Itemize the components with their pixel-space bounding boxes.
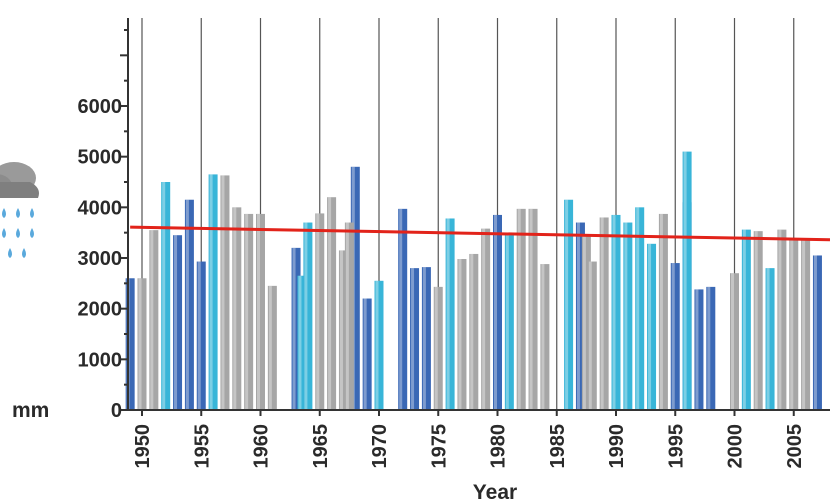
bar-highlight-1966 bbox=[328, 197, 331, 410]
bar-highlight-1964 bbox=[304, 223, 307, 410]
bar-highlight-1988 bbox=[589, 262, 592, 410]
bar-highlight-1967.5 bbox=[346, 223, 349, 410]
bar-highlight-1978 bbox=[470, 254, 473, 410]
bar-highlight-2000 bbox=[731, 273, 734, 410]
bar-highlight-1981 bbox=[506, 235, 509, 410]
y-axis: 0 1000 2000 3000 4000 5000 6000 bbox=[78, 18, 129, 422]
bar-highlight-1965 bbox=[316, 213, 319, 410]
bar-highlight-1957 bbox=[221, 175, 224, 410]
bar-highlight-1977 bbox=[458, 259, 461, 410]
bar-highlight-1979 bbox=[482, 229, 485, 410]
x-tick-label-1965: 1965 bbox=[310, 424, 332, 469]
y-tick-label-3000: 3000 bbox=[78, 248, 123, 270]
y-tick-label-4000: 4000 bbox=[78, 197, 123, 219]
bar-highlight-1995 bbox=[672, 263, 675, 410]
x-tick-label-1980: 1980 bbox=[488, 424, 510, 469]
bar-highlight-1998 bbox=[707, 287, 710, 410]
bar-highlight-1967 bbox=[340, 250, 343, 410]
x-tick-label-1985: 1985 bbox=[547, 424, 569, 469]
bar-highlight-1953 bbox=[174, 235, 177, 410]
bar-highlight-1954 bbox=[186, 200, 189, 410]
y-tick-label-5000: 5000 bbox=[78, 147, 123, 169]
bar-highlight-1983 bbox=[530, 209, 533, 410]
x-tick-label-2000: 2000 bbox=[725, 424, 747, 469]
y-tick-label-2000: 2000 bbox=[78, 299, 123, 321]
x-tick-label-1960: 1960 bbox=[251, 424, 273, 469]
bar-highlight-1972 bbox=[399, 209, 402, 410]
bar-highlight-1976 bbox=[447, 218, 450, 410]
bar-highlight-2006 bbox=[802, 240, 805, 410]
y-tick-label-0: 0 bbox=[111, 400, 122, 422]
bar-highlight-1970 bbox=[376, 281, 379, 410]
x-tick-label-1990: 1990 bbox=[606, 424, 628, 469]
y-tick-label-1000: 1000 bbox=[78, 349, 123, 371]
bar-highlight-1955 bbox=[198, 262, 201, 410]
bar-highlight-1951 bbox=[150, 230, 153, 410]
bar-highlight-1987.5 bbox=[583, 235, 586, 410]
bar-highlight-1963.5 bbox=[298, 276, 301, 410]
bar-highlight-1974 bbox=[423, 267, 426, 410]
bar-highlight-1950 bbox=[139, 278, 142, 410]
bar-highlight-1973 bbox=[411, 268, 414, 410]
bar-highlight-2005 bbox=[790, 239, 793, 410]
x-axis: 1950 1955 1960 1965 1970 1975 1980 1985 1990 1995… bbox=[128, 410, 830, 469]
bar-highlight-2001 bbox=[743, 230, 746, 410]
bar-highlight-1961 bbox=[269, 286, 272, 410]
y-unit-label: mm bbox=[12, 399, 49, 422]
bar-highlight-1990 bbox=[613, 215, 616, 410]
bar-highlight-2007 bbox=[814, 255, 817, 410]
bar-highlight-1956 bbox=[210, 174, 213, 410]
bar-highlight-1959 bbox=[245, 214, 248, 410]
bar-highlight-2004 bbox=[778, 230, 781, 410]
bar-highlight-1986 bbox=[565, 200, 568, 410]
bar-highlight-2002 bbox=[755, 231, 758, 410]
bar-highlight-2003 bbox=[767, 268, 770, 410]
x-tick-label-1970: 1970 bbox=[369, 424, 391, 469]
bar-highlight-1960 bbox=[257, 214, 260, 410]
x-tick-label-2005: 2005 bbox=[784, 424, 806, 469]
bars bbox=[126, 152, 822, 410]
x-tick-label-1975: 1975 bbox=[428, 424, 450, 469]
bar-highlight-1980 bbox=[494, 215, 497, 410]
bar-highlight-1963 bbox=[293, 248, 296, 410]
bar-highlight-1989 bbox=[601, 217, 604, 410]
bar-highlight-1994 bbox=[660, 214, 663, 410]
bar-highlight-1958 bbox=[233, 207, 236, 410]
bar-highlight-1984 bbox=[541, 264, 544, 410]
bar-highlight-1969 bbox=[364, 299, 367, 410]
bar-highlight-1982 bbox=[518, 209, 521, 410]
x-tick-label-1955: 1955 bbox=[191, 424, 213, 469]
y-tick-label-6000: 6000 bbox=[78, 96, 123, 118]
x-tick-label-1950: 1950 bbox=[132, 424, 154, 469]
bar-highlight-1997 bbox=[695, 289, 698, 410]
bar-highlight-1996 bbox=[684, 152, 687, 410]
bar-highlight-1993 bbox=[648, 244, 651, 410]
bar-highlight-1987 bbox=[577, 223, 580, 410]
bar-highlight-1975 bbox=[435, 287, 438, 410]
x-axis-title: Year bbox=[473, 481, 517, 503]
bar-highlight-1991 bbox=[624, 223, 627, 410]
bar-highlight-1952 bbox=[162, 182, 165, 410]
rain-cloud-icon bbox=[0, 162, 39, 258]
x-tick-label-1995: 1995 bbox=[665, 424, 687, 469]
